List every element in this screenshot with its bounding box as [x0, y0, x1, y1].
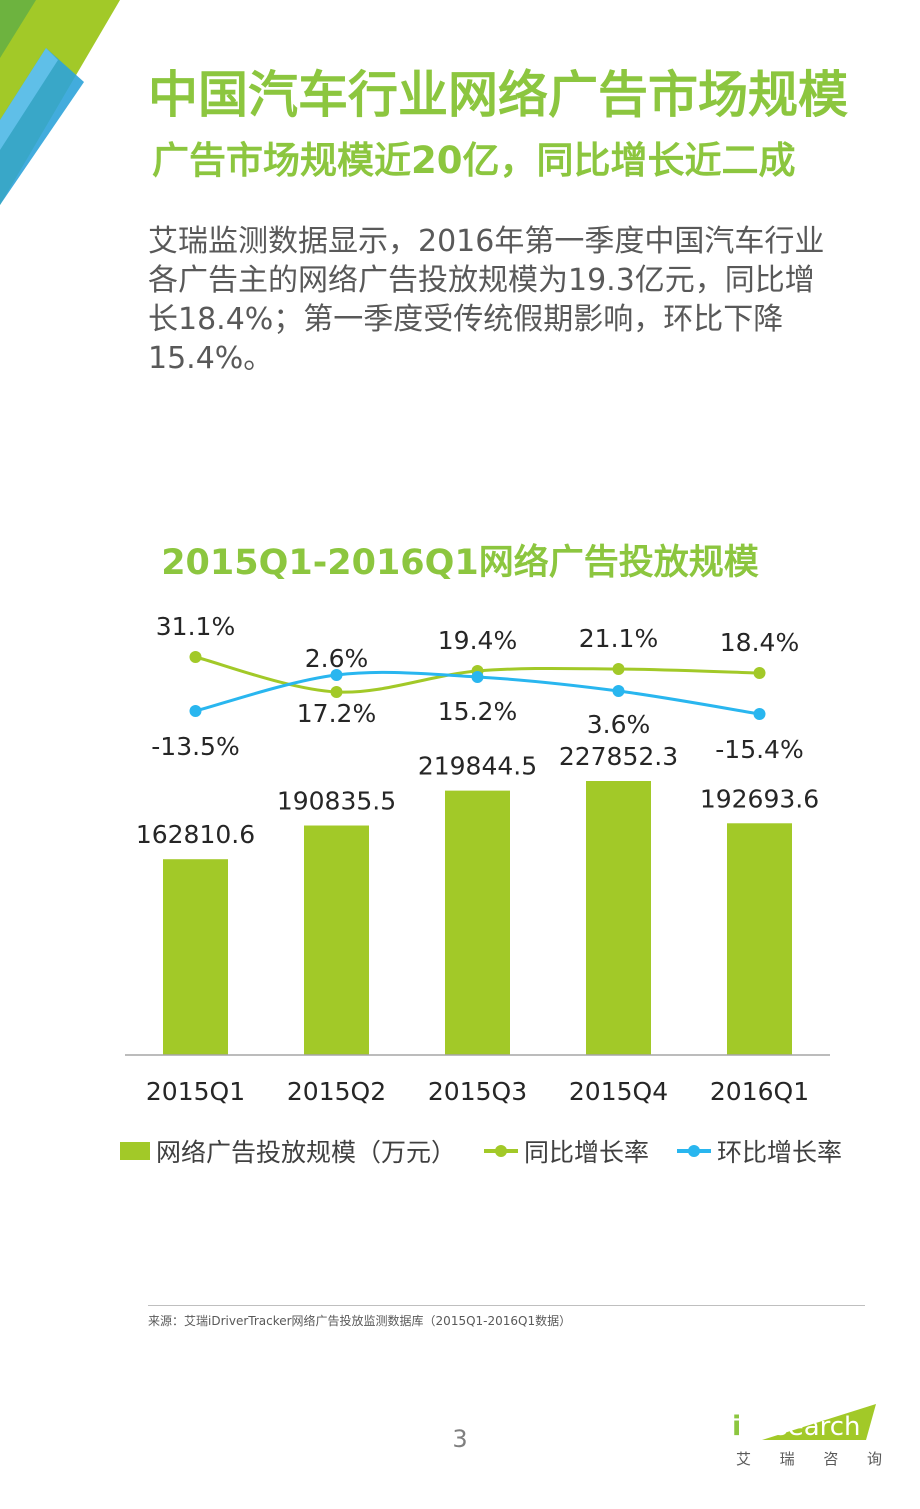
summary-paragraph: 艾瑞监测数据显示，2016年第一季度中国汽车行业各广告主的网络广告投放规模为19… — [148, 224, 825, 376]
yoy-data-label: 21.1% — [579, 624, 658, 653]
legend-swatch-qoq — [677, 1145, 712, 1157]
bars-layer — [163, 781, 792, 1055]
yoy-data-label: 19.4% — [438, 626, 517, 655]
yoy-point — [330, 686, 343, 698]
page-number: 3 — [452, 1425, 468, 1453]
bar-value-label: 219844.5 — [418, 752, 537, 781]
logo-i: i — [732, 1411, 742, 1442]
qoq-data-label: -15.4% — [715, 735, 803, 764]
logo-word: Research — [741, 1412, 861, 1442]
corner-decoration — [0, 0, 120, 205]
bar-value-label: 190835.5 — [277, 787, 396, 816]
chart-title: 2015Q1-2016Q1网络广告投放规模 — [161, 543, 759, 583]
yoy-point — [753, 667, 766, 679]
legend-label-qoq: 环比增长率 — [717, 1138, 843, 1167]
logo-char: 瑞 — [779, 1450, 795, 1468]
iresearch-logo: i Research 艾 瑞 咨 询 — [732, 1400, 882, 1474]
yoy-point — [189, 651, 202, 663]
legend-label-yoy: 同比增长率 — [524, 1138, 650, 1167]
logo-chinese: 艾 瑞 咨 询 — [736, 1448, 882, 1469]
yoy-point — [612, 663, 625, 675]
logo-char: 艾 — [736, 1450, 752, 1468]
logo-swoosh-icon — [762, 1404, 876, 1440]
logo-char: 询 — [866, 1450, 882, 1468]
qoq-point — [189, 705, 202, 717]
qoq-point — [330, 669, 343, 681]
legend-swatch-bar — [120, 1142, 150, 1160]
qoq-point — [753, 708, 766, 720]
bar — [727, 823, 792, 1055]
x-tick-label: 2016Q1 — [710, 1077, 809, 1106]
bar — [304, 825, 369, 1055]
logo-char: 咨 — [823, 1450, 839, 1468]
yoy-data-label: 18.4% — [720, 628, 799, 657]
qoq-point — [471, 671, 484, 683]
page-title: 中国汽车行业网络广告市场规模 — [148, 66, 848, 124]
qoq-data-label: 15.2% — [438, 697, 517, 726]
legend-swatch-yoy — [484, 1145, 519, 1157]
source-note: 来源：艾瑞iDriverTracker网络广告投放监测数据库（2015Q1-20… — [148, 1314, 572, 1328]
legend-item-yoy: 同比增长率 — [484, 1133, 649, 1169]
chart-legend: 网络广告投放规模（万元） 同比增长率 环比增长率 — [120, 1134, 870, 1168]
bar — [163, 859, 228, 1055]
legend-item-qoq: 环比增长率 — [677, 1133, 842, 1169]
qoq-point — [612, 685, 625, 697]
x-tick-label: 2015Q4 — [569, 1077, 668, 1106]
bar — [445, 790, 510, 1055]
page-subtitle: 广告市场规模近20亿，同比增长近二成 — [152, 139, 796, 182]
x-tick-label: 2015Q1 — [146, 1077, 245, 1106]
yoy-data-label: 31.1% — [156, 612, 235, 641]
legend-label-bar: 网络广告投放规模（万元） — [156, 1138, 457, 1167]
bar — [586, 781, 651, 1055]
lines-layer — [189, 651, 766, 720]
bar-value-label: 162810.6 — [136, 820, 255, 849]
ad-spend-chart: 162810.6 2015Q1 190835.5 2015Q2 219844.5 2015… — [125, 612, 830, 1106]
x-tick-label: 2015Q3 — [428, 1077, 527, 1106]
bar-value-label: 227852.3 — [559, 742, 678, 771]
x-tick-label: 2015Q2 — [287, 1077, 386, 1106]
qoq-data-label: 3.6% — [587, 710, 651, 739]
source-divider — [148, 1305, 865, 1306]
qoq-data-label: -13.5% — [151, 732, 239, 761]
yoy-data-label: 17.2% — [297, 699, 376, 728]
bar-value-label: 192693.6 — [700, 784, 819, 813]
legend-item-bar: 网络广告投放规模（万元） — [120, 1133, 456, 1169]
labels-layer: 162810.6 2015Q1 190835.5 2015Q2 219844.5 2015… — [136, 612, 819, 1106]
qoq-data-label: 2.6% — [305, 644, 369, 673]
